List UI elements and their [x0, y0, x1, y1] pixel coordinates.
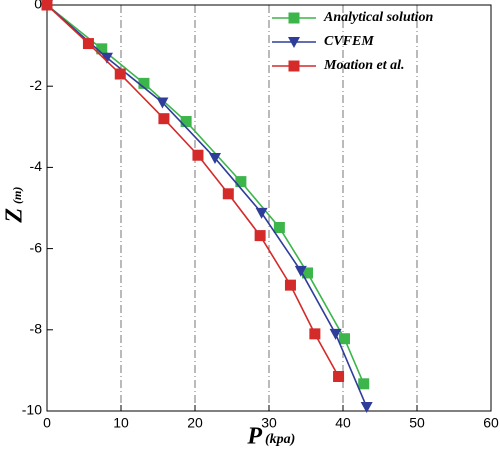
x-tick-label: 10: [113, 415, 129, 431]
x-axis-label: P: [246, 424, 262, 450]
marker: [301, 267, 313, 279]
y-tick-label: 0: [34, 0, 42, 12]
marker: [158, 113, 170, 125]
legend-marker: [288, 37, 300, 48]
marker: [138, 77, 150, 89]
legend-marker: [288, 12, 300, 24]
y-axis-unit: (m): [10, 187, 24, 204]
marker: [114, 68, 126, 80]
y-tick-label: -8: [30, 321, 43, 337]
marker: [333, 370, 345, 382]
marker: [284, 279, 296, 291]
marker: [96, 43, 108, 55]
y-axis-title: Z (m): [2, 187, 28, 224]
x-tick-label: 40: [335, 415, 351, 431]
y-tick-label: -10: [22, 402, 42, 418]
series-line: [46, 4, 340, 377]
series-line: [46, 4, 368, 408]
y-axis-label: Z: [2, 208, 28, 224]
marker: [180, 116, 192, 128]
marker: [358, 378, 370, 390]
legend-label: Moation et al.: [323, 58, 405, 73]
marker: [82, 38, 94, 50]
legend-label: Analytical solution: [323, 10, 434, 25]
x-tick-label: 50: [409, 415, 425, 431]
y-tick-label: -6: [30, 239, 43, 255]
legend-label: CVFEM: [324, 34, 374, 49]
x-tick-label: 20: [187, 415, 203, 431]
series-line: [46, 4, 365, 385]
marker: [235, 176, 247, 188]
marker: [255, 207, 268, 219]
marker: [254, 230, 266, 242]
marker: [41, 0, 53, 11]
legend-marker: [288, 60, 300, 72]
marker: [208, 153, 221, 165]
x-tick-label: 30: [261, 415, 277, 431]
x-tick-label: 0: [43, 415, 51, 431]
marker: [309, 328, 321, 340]
y-tick-label: -2: [30, 77, 43, 93]
x-tick-label: 60: [483, 415, 499, 431]
marker: [192, 149, 204, 161]
x-axis-unit: (kpa): [265, 432, 295, 447]
marker: [329, 328, 342, 340]
marker: [294, 265, 307, 277]
y-tick-label: -4: [30, 158, 43, 174]
marker: [360, 401, 373, 413]
plot-frame: [46, 4, 492, 412]
marker: [338, 333, 350, 345]
marker: [222, 188, 234, 200]
marker: [273, 221, 285, 233]
marker: [100, 52, 113, 64]
marker: [156, 97, 169, 109]
